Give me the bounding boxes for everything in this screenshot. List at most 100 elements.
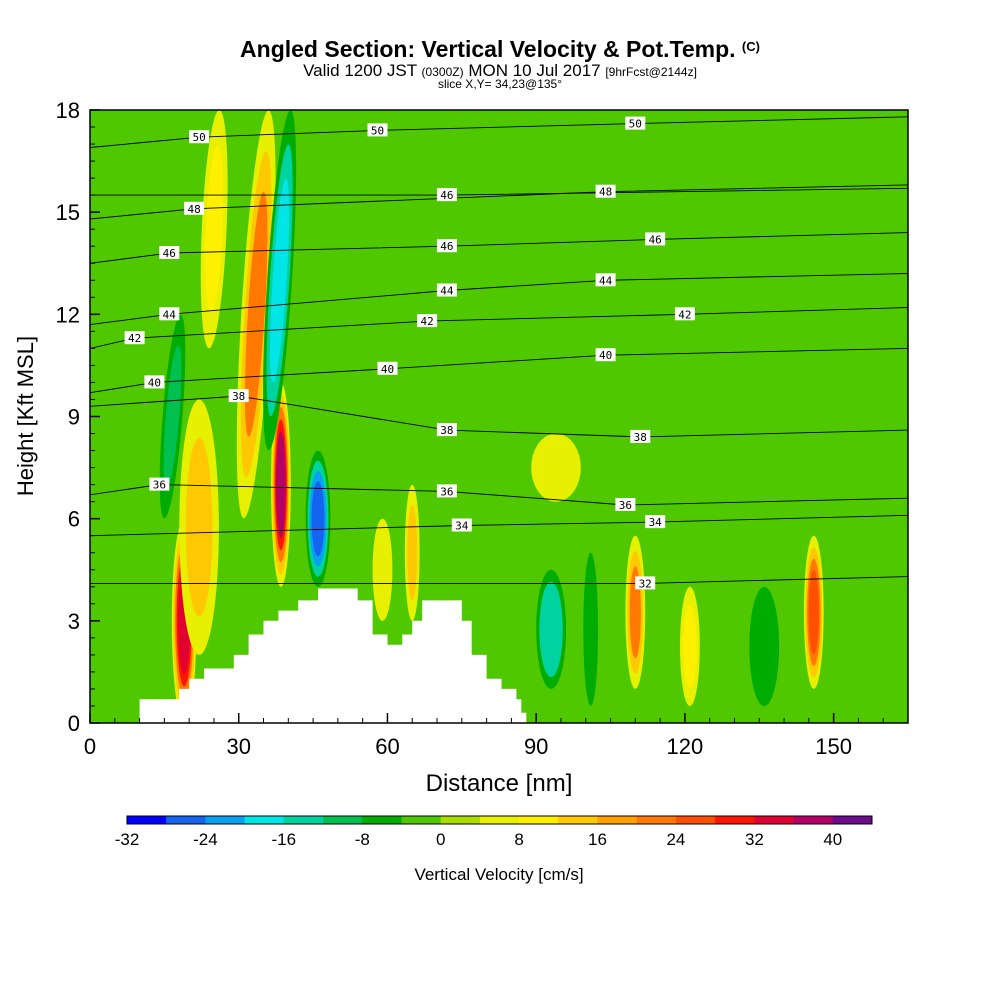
isentrope-label-bg — [144, 375, 165, 389]
colorbar-swatch — [127, 816, 167, 824]
isentrope-label-bg — [436, 188, 457, 202]
colorbar-swatch — [244, 816, 285, 824]
isentrope-label: 50 — [192, 131, 205, 144]
isentrope-label-bg — [417, 314, 438, 328]
isentrope-label: 42 — [420, 315, 433, 328]
isentrope-label: 46 — [163, 247, 176, 260]
velocity-cell — [269, 178, 290, 383]
velocity-cell — [754, 604, 775, 689]
velocity-cell — [683, 604, 697, 689]
colorbar-label: Vertical Velocity [cm/s] — [414, 865, 583, 884]
slice-label: slice X,Y= 34,23@135° — [437, 77, 563, 91]
isentrope-label-bg — [674, 307, 695, 321]
isentrope-label: 34 — [455, 520, 469, 533]
isentrope-label: 42 — [128, 332, 141, 345]
y-tick-label: 18 — [56, 98, 80, 123]
colorbar-swatch — [283, 816, 324, 824]
isentrope-label-bg — [436, 239, 457, 253]
isentrope-label: 36 — [619, 499, 632, 512]
y-tick-label: 6 — [68, 507, 80, 532]
colorbar-swatch — [519, 816, 559, 824]
colorbar-swatch — [636, 816, 677, 824]
x-axis-ticks: 0 30 60 90 120 150 — [84, 713, 884, 759]
chart-title-suffix: (C) — [741, 39, 760, 54]
colorbar-swatch — [205, 816, 246, 824]
velocity-cell — [372, 518, 393, 621]
isentrope-label: 44 — [440, 285, 454, 298]
x-tick-label: 30 — [226, 734, 250, 759]
chart-title: Angled Section: Vertical Velocity & Pot.… — [240, 36, 760, 62]
colorbar-frame — [126, 815, 873, 825]
colorbar-swatch — [440, 816, 481, 824]
velocity-cell — [583, 552, 599, 706]
y-tick-label: 0 — [68, 711, 80, 736]
plot-area: 32 34 34 36 36 36 38 38 38 40 40 40 42 42 42 44 44 44 46 46… — [90, 110, 908, 723]
y-tick-label: 3 — [68, 609, 80, 634]
isentrope-label: 50 — [629, 118, 642, 131]
velocity-cell — [276, 431, 286, 538]
y-tick-label: 15 — [56, 200, 80, 225]
isentrope-label: 40 — [148, 376, 161, 389]
x-tick-label: 60 — [375, 734, 399, 759]
isentrope-label-bg — [615, 498, 636, 511]
colorbar — [126, 815, 873, 825]
isentrope-label-bg — [595, 184, 616, 198]
colorbar-swatch — [597, 816, 638, 824]
velocity-bands — [159, 110, 824, 723]
velocity-cell — [205, 145, 224, 313]
isentrope-label: 48 — [187, 203, 200, 216]
x-tick-label: 0 — [84, 734, 96, 759]
isentrope-label: 38 — [440, 424, 453, 437]
colorbar-swatch — [362, 816, 402, 824]
x-tick-label: 90 — [524, 734, 548, 759]
isentrope-labels: 32 34 34 36 36 36 38 38 38 40 40 40 42 42 42 44 44 44 46 46… — [124, 116, 695, 590]
y-axis-label: Height [Kft MSL] — [13, 336, 38, 496]
velocity-cell — [185, 437, 213, 617]
isentrope-label-bg — [159, 307, 180, 321]
isentrope-label-bg — [377, 361, 398, 375]
isentrope-label-bg — [635, 576, 656, 590]
isentrope-label-bg — [645, 232, 666, 246]
y-axis-ticks: 0 3 6 9 12 15 18 — [56, 98, 100, 736]
isentrope-label: 42 — [678, 308, 691, 321]
x-tick-label: 150 — [815, 734, 852, 759]
isentrope-label: 38 — [634, 431, 647, 444]
colorbar-tick-label: 0 — [436, 830, 445, 849]
velocity-cell — [542, 593, 560, 666]
colorbar-tick-label: 24 — [666, 830, 685, 849]
colorbar-tick-label: 40 — [823, 830, 842, 849]
colorbar-tick-label: -8 — [355, 830, 370, 849]
isentrope-label-bg — [436, 484, 457, 498]
isentrope-label-bg — [451, 518, 472, 532]
y-tick-label: 9 — [68, 405, 80, 430]
isentrope-label-bg — [645, 515, 666, 529]
isentrope-label-bg — [149, 477, 170, 491]
x-axis-label: Distance [nm] — [426, 770, 573, 797]
isentrope-label: 34 — [649, 516, 663, 529]
isentrope-label: 40 — [599, 349, 612, 362]
colorbar-swatch — [793, 816, 834, 824]
colorbar-swatch — [479, 816, 520, 824]
colorbar-tick-label: 16 — [588, 830, 607, 849]
colorbar-swatch — [675, 816, 716, 824]
colorbar-ticks: -32 -24 -16 -8 0 8 16 24 32 40 — [115, 830, 843, 849]
isentrope-label: 36 — [153, 479, 166, 492]
colorbar-swatch — [715, 816, 755, 824]
colorbar-tick-label: -24 — [193, 830, 218, 849]
isentrope-line — [90, 514, 908, 537]
colorbar-swatch — [401, 816, 442, 824]
velocity-cell — [244, 191, 268, 437]
valid-utc: (0300Z) — [421, 65, 464, 79]
colorbar-swatch — [558, 816, 598, 824]
isentrope-label: 46 — [440, 240, 453, 253]
isentrope-label-bg — [630, 429, 651, 443]
velocity-cell — [531, 433, 581, 502]
isentrope-label: 48 — [599, 186, 612, 199]
isentrope-label-bg — [595, 348, 616, 362]
colorbar-tick-label: 32 — [745, 830, 764, 849]
isentrope-label: 38 — [232, 390, 245, 403]
colorbar-tick-label: 8 — [514, 830, 523, 849]
isentrope-label-bg — [436, 423, 457, 437]
isentrope-label-bg — [228, 389, 249, 403]
